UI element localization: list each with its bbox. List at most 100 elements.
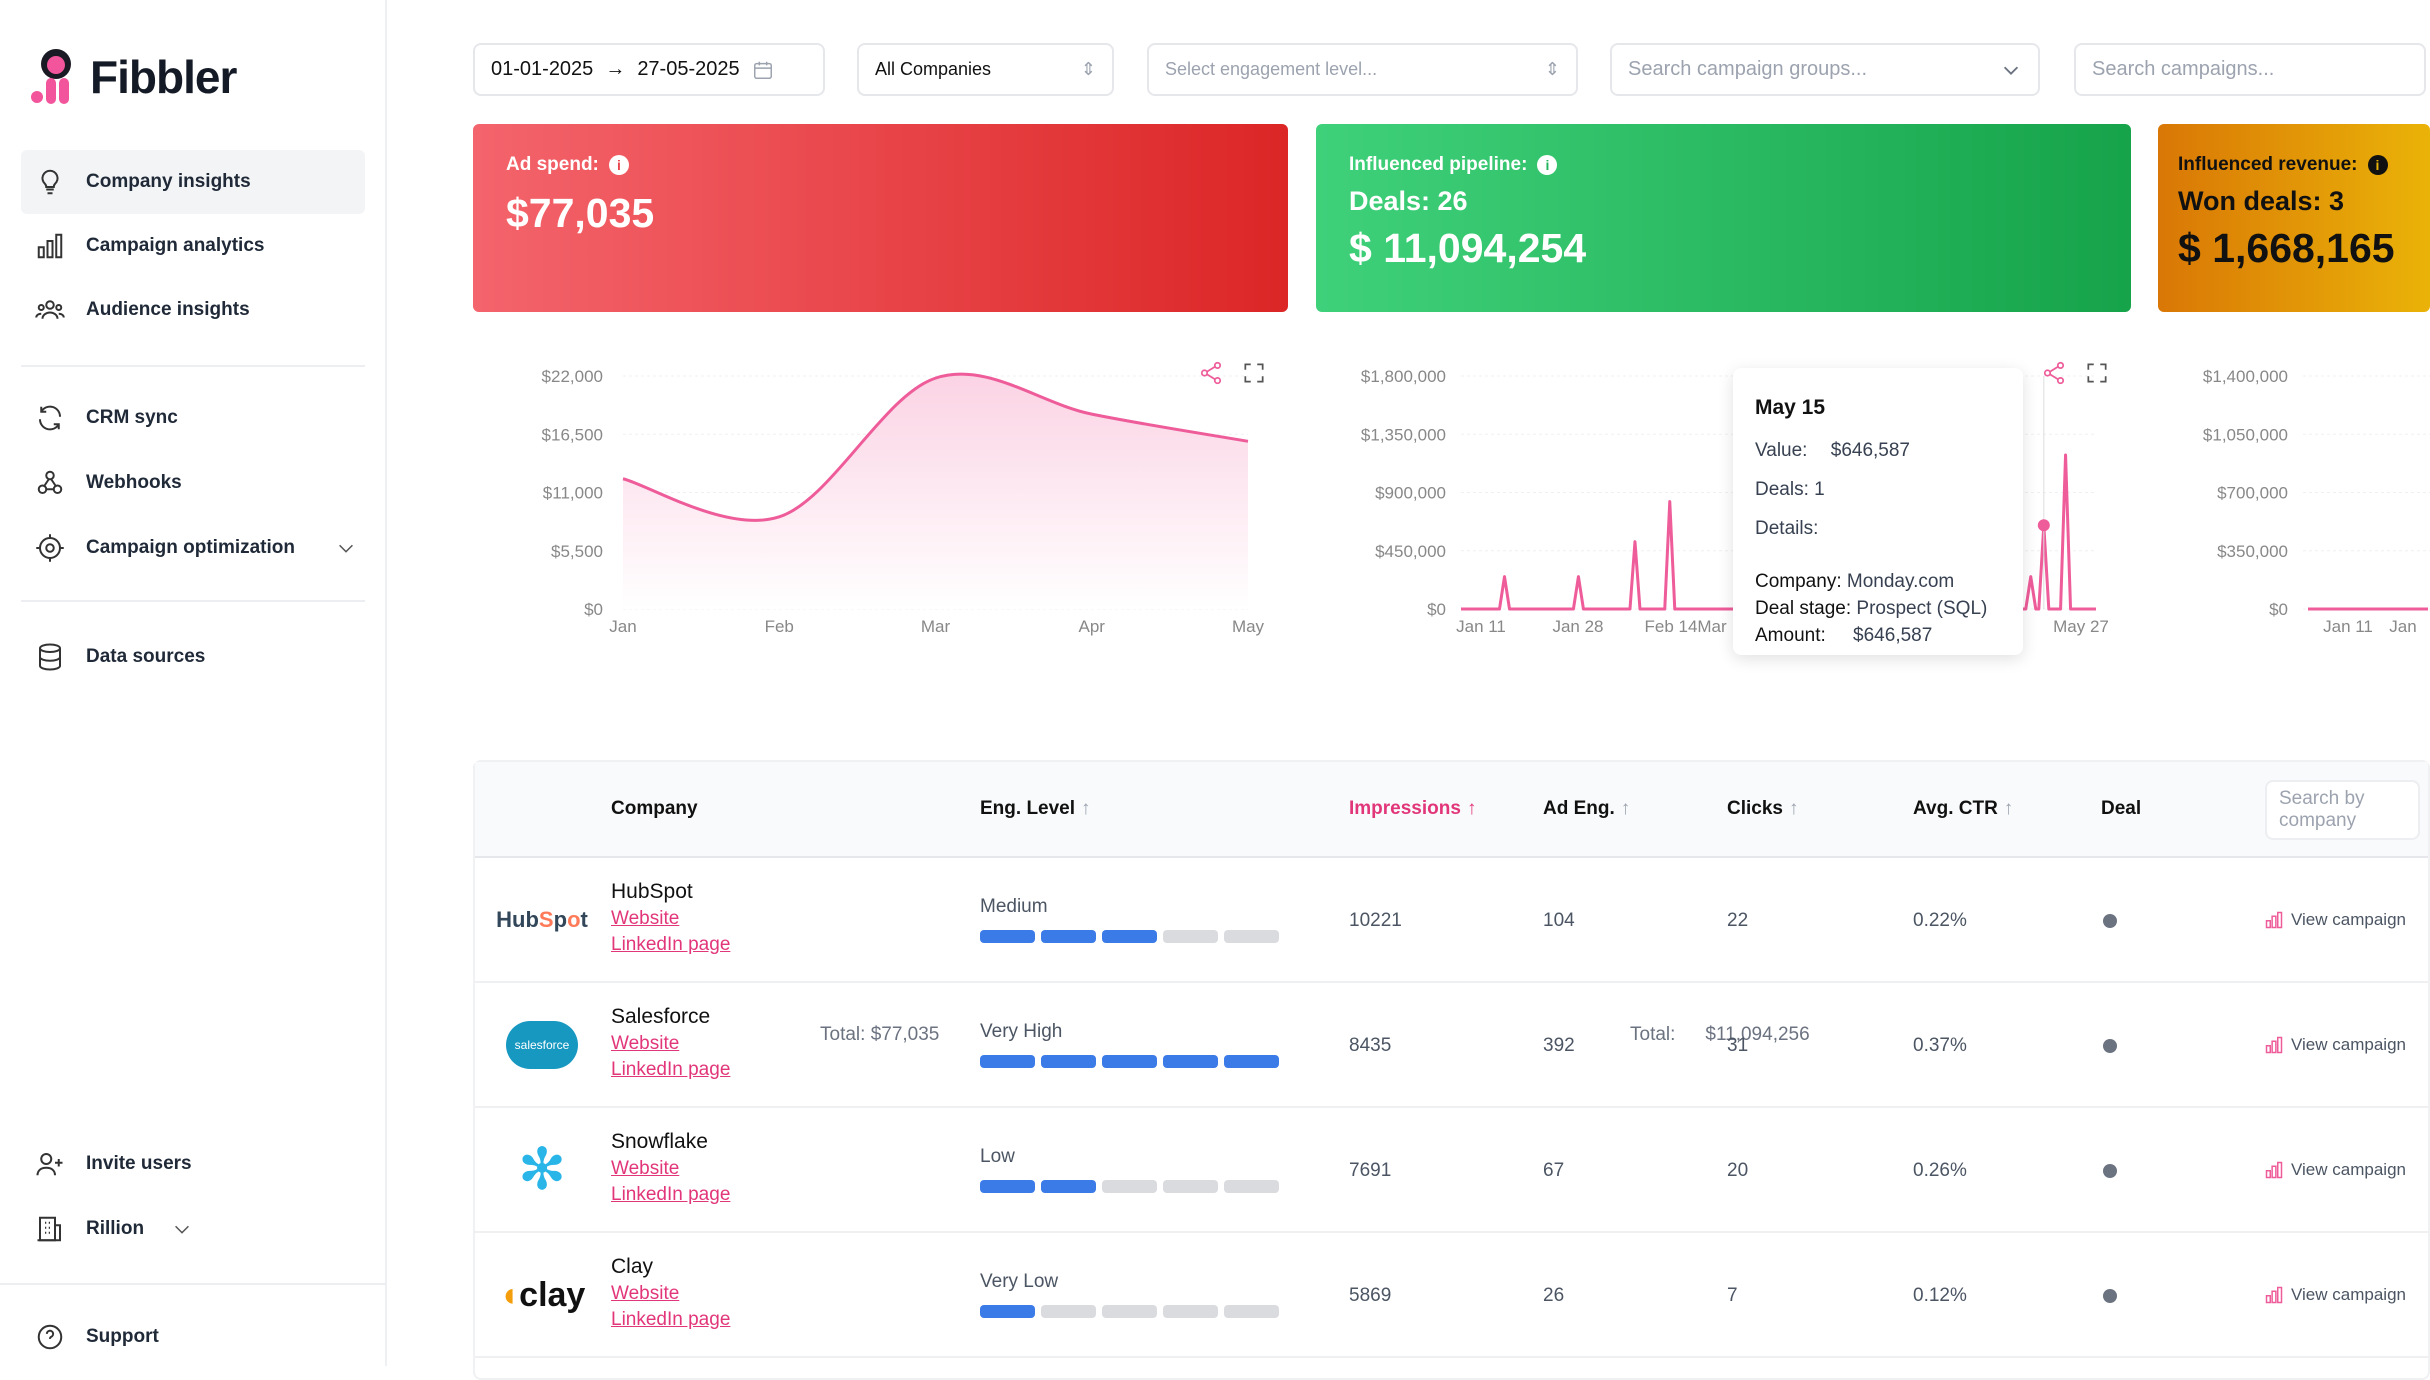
view-campaign-link[interactable]: View campaign xyxy=(2265,1035,2406,1055)
bar-chart-icon xyxy=(2265,911,2283,929)
sidebar-item-company-insights[interactable]: Company insights xyxy=(21,150,365,214)
x-tick-label: Apr xyxy=(1079,617,1106,636)
expand-icon[interactable] xyxy=(1241,360,1267,386)
sidebar-item-support[interactable]: Support xyxy=(21,1305,365,1369)
website-link[interactable]: Website xyxy=(611,1158,680,1179)
website-link[interactable]: Website xyxy=(611,1033,680,1054)
sort-arrow-icon: ↑ xyxy=(2003,798,2014,819)
series-line xyxy=(1461,453,2096,611)
updown-icon: ⇕ xyxy=(1080,59,1096,79)
x-tick-label: Jan 11 xyxy=(1456,617,1506,636)
chart-tooltip: May 15 Value: $646,587 Deals: 1 Details:… xyxy=(1733,368,2023,655)
engagement-placeholder: Select engagement level... xyxy=(1165,59,1378,79)
view-campaign-label: View campaign xyxy=(2291,1160,2406,1179)
company-search-input[interactable]: Search by company xyxy=(2265,780,2420,840)
area-fill xyxy=(623,374,1248,609)
company-name: Clay xyxy=(611,1255,654,1278)
kpi-label: Influenced pipeline: xyxy=(1349,154,1528,175)
database-icon xyxy=(39,643,61,671)
arrow-right-icon: → xyxy=(605,58,626,80)
webhook-icon xyxy=(37,470,63,494)
date-range-picker[interactable]: 01-01-2025 → 27-05-2025 xyxy=(473,43,825,96)
level-segment xyxy=(1102,1180,1157,1193)
ctr-value: 0.22% xyxy=(1913,910,1967,931)
company-logo: ◖clay xyxy=(498,1275,586,1314)
revenue-chart-svg: $1,400,000 $1,050,000 $700,000 $350,000 $0 Ja… xyxy=(2203,367,2430,636)
sidebar-item-campaign-optimization[interactable]: Campaign optimization xyxy=(21,516,365,580)
col-clicks[interactable]: Clicks ↑ xyxy=(1727,798,1798,820)
company-select-value: All Companies xyxy=(875,59,992,79)
tooltip-amount: $646,587 xyxy=(1853,625,1933,646)
company-cell: HubSpot Website LinkedIn page xyxy=(611,880,730,956)
website-link[interactable]: Website xyxy=(611,1283,680,1304)
view-campaign-link[interactable]: View campaign xyxy=(2265,910,2406,930)
refresh-icon xyxy=(38,405,62,431)
tooltip-stage: Prospect (SQL) xyxy=(1856,598,1988,619)
level-segment xyxy=(1224,930,1279,943)
info-icon[interactable]: i xyxy=(608,155,629,175)
table-header: Company Eng. Level ↑ Impressions ↑ Ad Eng.… xyxy=(475,762,2428,858)
website-link[interactable]: Website xyxy=(611,908,680,929)
impressions-value: 7691 xyxy=(1349,1160,1392,1181)
col-impressions[interactable]: Impressions ↑ xyxy=(1349,798,1476,820)
sidebar-item-campaign-analytics[interactable]: Campaign analytics xyxy=(21,214,365,278)
engagement-select[interactable]: Select engagement level... ⇕ xyxy=(1147,43,1578,96)
date-to: 27-05-2025 xyxy=(637,58,740,80)
kpi-value: $ 1,668,165 xyxy=(2178,225,2395,271)
sidebar-item-audience-insights[interactable]: Audience insights xyxy=(21,278,365,342)
view-campaign-link[interactable]: View campaign xyxy=(2265,1160,2406,1180)
y-tick-label: $1,400,000 xyxy=(2203,367,2288,386)
view-campaign-link[interactable]: View campaign xyxy=(2265,1285,2406,1305)
x-tick-label: Jan xyxy=(2389,617,2416,636)
no-deal-icon xyxy=(2103,1039,2117,1053)
col-deal[interactable]: Deal xyxy=(2101,798,2142,819)
ad-eng-value: 392 xyxy=(1543,1035,1575,1056)
expand-icon[interactable] xyxy=(2084,360,2110,386)
level-segment xyxy=(980,1180,1035,1193)
col-label: Avg. CTR xyxy=(1913,798,1998,819)
sidebar-item-crm-sync[interactable]: CRM sync xyxy=(21,386,365,450)
tooltip-company: Monday.com xyxy=(1846,571,1955,592)
groups-placeholder: Search campaign groups... xyxy=(1628,58,1868,80)
linkedin-link[interactable]: LinkedIn page xyxy=(611,934,731,955)
share-icon[interactable] xyxy=(2041,360,2067,386)
x-tick-label: Feb xyxy=(765,617,794,636)
sidebar-item-webhooks[interactable]: Webhooks xyxy=(21,451,365,515)
col-company[interactable]: Company xyxy=(611,798,698,819)
impressions-value: 5869 xyxy=(1349,1285,1392,1306)
campaign-groups-search[interactable]: Search campaign groups... xyxy=(1610,43,2040,96)
bar-chart-icon xyxy=(2265,1161,2283,1179)
col-eng-level[interactable]: Eng. Level ↑ xyxy=(980,798,1091,820)
view-campaign-label: View campaign xyxy=(2291,1285,2406,1304)
share-icon[interactable] xyxy=(1198,360,1224,386)
x-tick-label: Mar xyxy=(921,617,951,636)
no-deal-icon xyxy=(2103,1289,2117,1303)
level-segment xyxy=(1102,1305,1157,1318)
info-icon[interactable]: i xyxy=(2367,155,2388,175)
divider xyxy=(21,365,365,367)
y-tick-label: $1,800,000 xyxy=(1361,367,1446,386)
company-select[interactable]: All Companies ⇕ xyxy=(857,43,1114,96)
brand-logo[interactable]: Fibbler xyxy=(30,48,237,106)
sort-arrow-icon: ↑ xyxy=(1081,798,1091,819)
sidebar-item-label: Campaign optimization xyxy=(86,537,295,558)
workspace-switcher[interactable]: Rillion xyxy=(21,1197,201,1261)
users-icon xyxy=(35,300,65,319)
sidebar-item-data-sources[interactable]: Data sources xyxy=(21,625,365,689)
ad-eng-value: 67 xyxy=(1543,1160,1565,1181)
linkedin-link[interactable]: LinkedIn page xyxy=(611,1184,731,1205)
linkedin-link[interactable]: LinkedIn page xyxy=(611,1309,731,1330)
chart-total: Total: $11,094,256 xyxy=(1630,1024,1810,1046)
campaigns-search[interactable]: Search campaigns... xyxy=(2074,43,2426,96)
level-segment xyxy=(1163,1305,1218,1318)
level-segment xyxy=(980,1305,1035,1318)
col-ad-eng[interactable]: Ad Eng. ↑ xyxy=(1543,798,1630,820)
col-avg-ctr[interactable]: Avg. CTR ↑ xyxy=(1913,798,2013,820)
linkedin-link[interactable]: LinkedIn page xyxy=(611,1059,731,1080)
company-name: Snowflake xyxy=(611,1130,708,1153)
eng-level-label: Medium xyxy=(980,896,1048,917)
x-tick-label: Jan 28 xyxy=(1552,617,1603,636)
info-icon[interactable]: i xyxy=(1537,155,1558,175)
sidebar-item-invite-users[interactable]: Invite users xyxy=(21,1132,365,1196)
impressions-value: 10221 xyxy=(1349,910,1402,931)
